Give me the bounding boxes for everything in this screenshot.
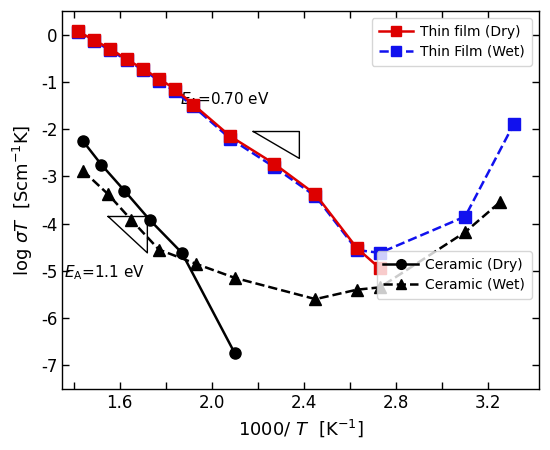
Y-axis label: log $\sigma T$  [Scm$^{-1}$K]: log $\sigma T$ [Scm$^{-1}$K] (11, 124, 35, 276)
Text: $E_{\mathsf{A}}$=0.70 eV: $E_{\mathsf{A}}$=0.70 eV (180, 90, 269, 109)
Legend: Ceramic (Dry), Ceramic (Wet): Ceramic (Dry), Ceramic (Wet) (377, 252, 532, 299)
X-axis label: 1000/ $T$  [K$^{-1}$]: 1000/ $T$ [K$^{-1}$] (238, 417, 364, 439)
Text: $E_{\mathsf{A}}$=1.1 eV: $E_{\mathsf{A}}$=1.1 eV (64, 264, 145, 283)
